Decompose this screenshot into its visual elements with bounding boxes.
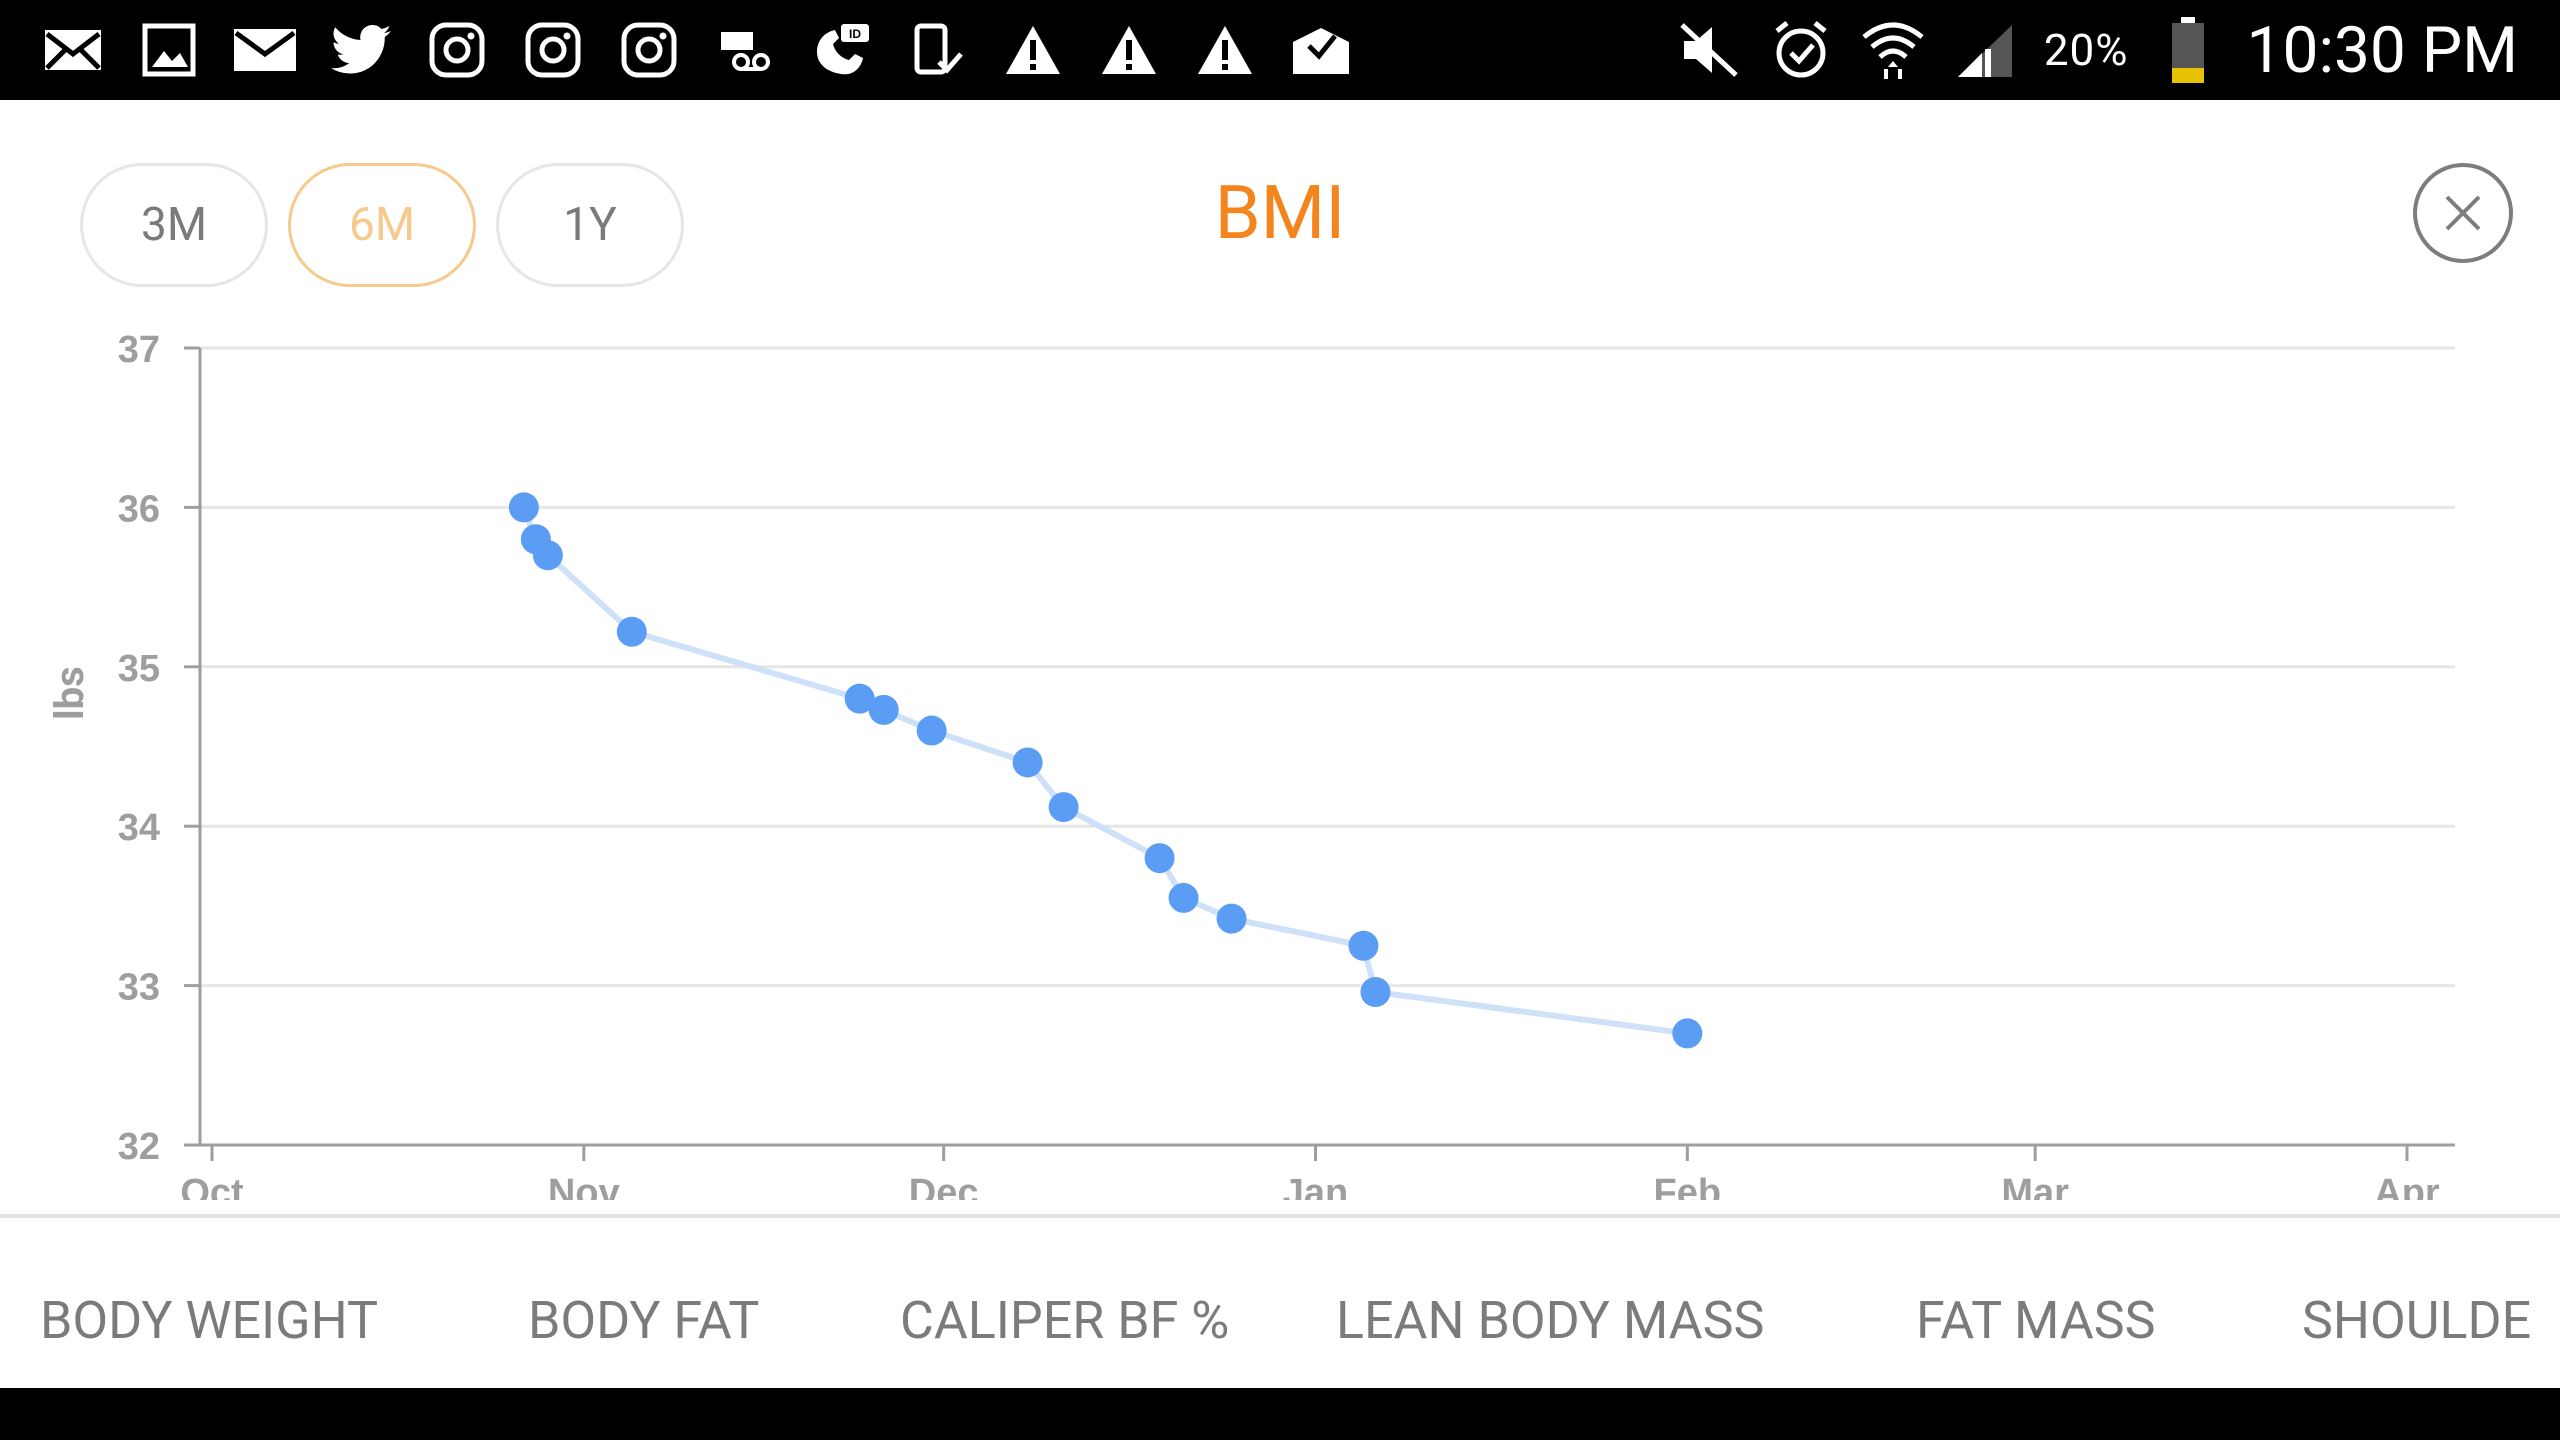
mail-icon [232,20,298,80]
x-tick-label: Nov [548,1172,620,1200]
range-1y-button[interactable]: 1Y [496,163,684,287]
data-point [1012,747,1043,778]
range-3m-button[interactable]: 3M [80,163,268,287]
series-line [521,506,1688,1037]
close-button[interactable] [2413,163,2513,263]
tab-caliper-bf[interactable]: CALIPER BF % [900,1290,1230,1351]
data-point [1360,976,1391,1007]
data-point [1048,792,1079,823]
y-tick-label: 36 [118,488,160,530]
system-status: 20% 10:30 PM [1676,10,2518,90]
instagram-icon [520,20,586,80]
data-point [1216,903,1247,934]
data-point [1144,843,1175,874]
data-point [1672,1018,1703,1049]
data-point [616,616,647,647]
x-tick-label: Dec [909,1172,979,1200]
gallery-icon [136,20,202,80]
twitter-icon [328,20,394,80]
instagram-icon [616,20,682,80]
y-tick-label: 33 [118,967,160,1009]
email-icon [40,20,106,80]
clock: 10:30 PM [2246,12,2519,88]
phone-check-icon [904,20,970,80]
close-icon [2445,195,2481,231]
x-tick-label: Feb [1654,1172,1722,1200]
tab-body-weight[interactable]: BODY WEIGHT [40,1290,378,1351]
mail-check-icon [1288,20,1354,80]
y-tick-label: 32 [118,1126,160,1168]
instagram-icon [424,20,490,80]
y-tick-label: 35 [118,648,160,690]
voicemail-icon [712,20,778,80]
data-point [868,694,899,725]
tabs-divider [0,1214,2560,1218]
data-point [844,683,875,714]
status-bar: ID 20% 10: [0,0,2560,100]
x-tick-label: Jan [1283,1172,1348,1200]
tab-fat-mass[interactable]: FAT MASS [1916,1290,2156,1351]
warning-icon [1000,20,1066,80]
range-6m-button[interactable]: 6M [288,163,476,287]
signal-icon [1952,15,2018,85]
tab-shoulders[interactable]: SHOULDE [2302,1290,2532,1351]
caller-id-icon: ID [808,20,874,80]
data-point [532,540,563,571]
bmi-chart: 37 36 35 34 33 32 Oct Nov Dec Jan Feb Mar Apr [118,329,2455,1200]
battery-percent: 20% [2043,24,2129,76]
page-title: BMI [1214,170,1346,257]
battery-icon [2155,15,2221,85]
notification-icons: ID [40,18,1354,82]
warning-icon [1192,20,1258,80]
data-point [916,715,947,746]
x-tick-label: Mar [2001,1172,2069,1200]
data-point [508,492,539,523]
svg-text:ID: ID [849,27,861,41]
data-point [1348,930,1379,961]
tab-lean-body-mass[interactable]: LEAN BODY MASS [1336,1290,1765,1351]
warning-icon [1096,20,1162,80]
mute-icon [1676,15,1742,85]
tab-body-fat[interactable]: BODY FAT [528,1290,760,1351]
y-tick-label: 34 [118,807,160,849]
data-point [1168,882,1199,913]
x-tick-label: Oct [180,1172,244,1200]
wifi-icon [1860,15,1926,85]
y-tick-label: 37 [118,329,160,371]
x-tick-label: Apr [2374,1172,2440,1200]
navigation-bar [0,1388,2560,1440]
alarm-icon [1768,15,1834,85]
metric-tabs: BODY WEIGHT BODY FAT CALIPER BF % LEAN B… [0,1250,2560,1380]
